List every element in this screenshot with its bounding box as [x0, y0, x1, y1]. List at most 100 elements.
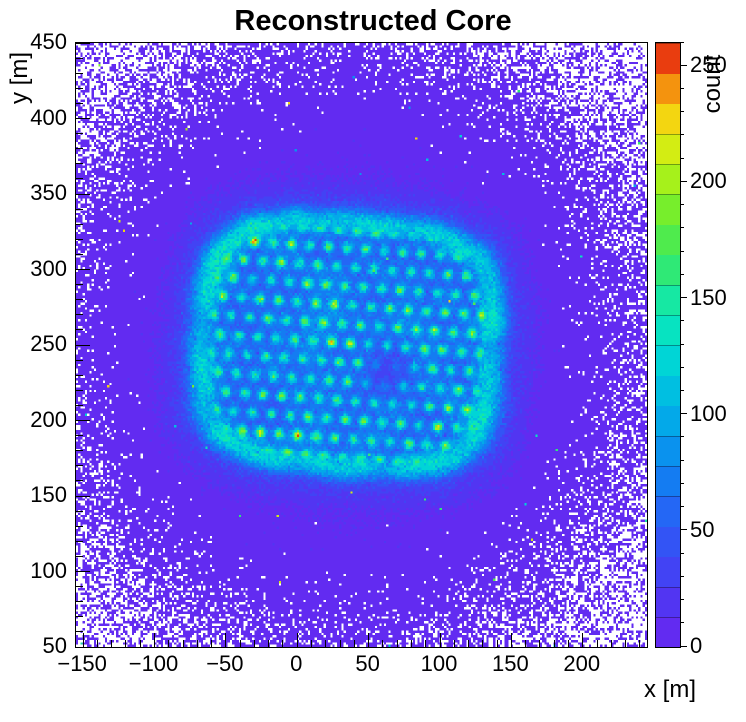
- y-major-tick: [76, 118, 90, 119]
- y-minor-tick: [76, 314, 83, 316]
- y-major-tick: [76, 344, 90, 346]
- y-minor-tick: [76, 238, 83, 240]
- y-tick-label: 300: [30, 255, 67, 281]
- y-major-tick: [76, 420, 90, 421]
- x-major-tick: [296, 633, 298, 647]
- z-minor-tick: [681, 111, 684, 113]
- x-minor-tick: [496, 640, 498, 647]
- z-major-tick: [681, 297, 687, 299]
- x-tick-label: −50: [206, 651, 244, 676]
- z-tick-label: 100: [690, 400, 727, 426]
- y-major-tick: [76, 571, 90, 572]
- z-minor-tick: [681, 436, 684, 438]
- colorbar-band: [656, 133, 680, 165]
- z-minor-tick: [681, 343, 684, 345]
- x-minor-tick: [453, 640, 455, 647]
- x-tick-label: 200: [563, 651, 601, 676]
- z-tick-label: 0: [690, 633, 703, 658]
- x-minor-tick: [539, 640, 541, 647]
- y-minor-tick: [76, 329, 83, 331]
- y-major-tick: [76, 269, 90, 270]
- y-major-tick: [76, 42, 90, 44]
- y-minor-tick: [76, 178, 83, 180]
- x-major-tick: [582, 633, 584, 647]
- colorbar-band: [656, 435, 680, 467]
- y-tick-label: 400: [30, 104, 67, 130]
- x-minor-tick: [353, 640, 355, 647]
- y-tick-label: 50: [42, 633, 67, 658]
- z-minor-tick: [681, 273, 684, 275]
- x-major-tick: [368, 633, 370, 647]
- colorbar-band: [656, 103, 680, 135]
- z-minor-tick: [681, 506, 684, 508]
- x-tick-label: −100: [128, 651, 179, 676]
- x-minor-tick: [567, 640, 569, 647]
- x-tick-label: −150: [57, 651, 107, 676]
- x-minor-tick: [596, 640, 598, 647]
- y-minor-tick: [76, 72, 83, 74]
- x-minor-tick: [96, 640, 98, 647]
- colorbar-band: [656, 224, 680, 255]
- plot-title: Reconstructed Core: [234, 5, 512, 37]
- y-minor-tick: [76, 374, 83, 376]
- x-minor-tick: [139, 640, 141, 647]
- x-major-tick: [510, 633, 512, 647]
- z-major-tick: [681, 645, 687, 647]
- y-minor-tick: [76, 87, 83, 89]
- y-minor-tick: [76, 465, 83, 467]
- y-minor-tick: [76, 435, 83, 437]
- x-axis-title: x [m]: [644, 676, 696, 703]
- colorbar-band: [656, 465, 680, 497]
- y-minor-tick: [76, 540, 83, 542]
- y-minor-tick: [76, 525, 83, 527]
- z-tick-label: 200: [690, 168, 727, 194]
- x-minor-tick: [111, 640, 113, 647]
- x-tick-label: 0: [290, 651, 303, 676]
- z-minor-tick: [681, 134, 684, 136]
- y-minor-tick: [76, 601, 83, 603]
- y-minor-tick: [76, 208, 83, 210]
- y-minor-tick: [76, 57, 83, 59]
- colorbar: [655, 42, 681, 648]
- colorbar-band: [656, 345, 680, 376]
- x-major-tick: [439, 633, 441, 647]
- z-major-tick: [681, 413, 687, 415]
- z-minor-tick: [681, 459, 684, 461]
- colorbar-band: [656, 556, 680, 588]
- y-major-tick: [76, 646, 90, 648]
- y-minor-tick: [76, 223, 83, 225]
- z-minor-tick: [681, 482, 684, 484]
- colorbar-band: [656, 194, 680, 225]
- x-minor-tick: [268, 640, 270, 647]
- y-major-tick: [76, 193, 90, 195]
- colorbar-band: [656, 73, 680, 104]
- x-minor-tick: [311, 640, 313, 647]
- heatmap-canvas: [76, 43, 647, 647]
- plot-frame: [75, 42, 648, 648]
- x-tick-label: 150: [492, 651, 529, 676]
- y-minor-tick: [76, 253, 83, 255]
- y-tick-label: 350: [30, 180, 67, 205]
- z-minor-tick: [681, 87, 684, 89]
- y-tick-label: 150: [30, 482, 67, 507]
- colorbar-band: [656, 254, 680, 286]
- y-minor-tick: [76, 404, 83, 406]
- z-major-tick: [681, 529, 687, 531]
- z-minor-tick: [681, 599, 684, 601]
- y-minor-tick: [76, 359, 83, 361]
- z-minor-tick: [681, 41, 684, 43]
- z-minor-tick: [681, 366, 684, 368]
- colorbar-band: [656, 526, 680, 557]
- y-minor-tick: [76, 510, 83, 512]
- colorbar-band: [656, 496, 680, 527]
- colorbar-band: [656, 616, 680, 648]
- colorbar-band: [656, 284, 680, 316]
- z-minor-tick: [681, 320, 684, 322]
- y-major-tick: [76, 495, 90, 497]
- z-major-tick: [681, 64, 687, 66]
- y-minor-tick: [76, 450, 83, 452]
- x-minor-tick: [182, 640, 184, 647]
- colorbar-band: [656, 314, 680, 346]
- z-tick-label: 50: [690, 516, 715, 542]
- x-tick-label: 50: [355, 651, 380, 676]
